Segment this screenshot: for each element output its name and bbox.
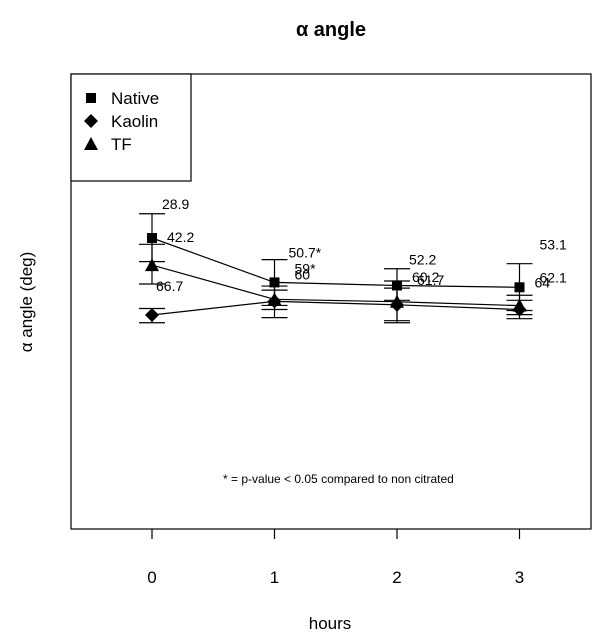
- data-label: 60.2: [412, 269, 439, 285]
- legend-item: TF: [84, 135, 132, 154]
- chart-title: α angle: [296, 19, 366, 41]
- legend-marker: [84, 114, 98, 128]
- series-layer: 28.9 50.7* 52.2 53.1 66.7 60 61.7 64 42.2 59* 60.2…: [139, 196, 567, 324]
- x-tick-label: 0: [147, 568, 156, 587]
- data-label: 52.2: [409, 251, 436, 267]
- legend: Native Kaolin TF: [70, 73, 192, 182]
- data-point: [145, 308, 159, 322]
- legend-marker: [84, 137, 98, 150]
- data-label: 28.9: [162, 196, 189, 212]
- series-line: [151, 264, 520, 307]
- x-tick-label: 2: [392, 568, 401, 587]
- data-label: 60: [295, 266, 311, 282]
- data-point: [145, 258, 159, 272]
- series-line: [151, 300, 520, 316]
- data-label: 53.1: [540, 236, 567, 252]
- data-label: 42.2: [167, 229, 194, 245]
- data-point: [514, 282, 525, 293]
- legend-label: Kaolin: [111, 112, 158, 131]
- legend-label: Native: [111, 89, 159, 108]
- data-point: [269, 277, 280, 288]
- series-line: [151, 237, 520, 288]
- legend-marker: [86, 93, 96, 103]
- data-label: 66.7: [156, 278, 183, 294]
- x-tick-label: 3: [515, 568, 524, 587]
- x-axis-label: hours: [309, 614, 352, 633]
- series-tf: 42.2 59* 60.2 62.1: [139, 229, 567, 322]
- significance-note: * = p-value < 0.05 compared to non citra…: [223, 472, 454, 486]
- data-point: [147, 233, 157, 243]
- series-kaolin: 66.7 60 61.7 64: [139, 266, 551, 324]
- series-native: 28.9 50.7* 52.2 53.1: [139, 196, 567, 312]
- data-label: 62.1: [540, 270, 567, 286]
- data-point: [390, 294, 404, 308]
- legend-item: Native: [86, 89, 159, 108]
- y-axis-label: α angle (deg): [17, 252, 36, 353]
- x-axis: 0 1 2 3: [147, 529, 524, 587]
- legend-item: Kaolin: [84, 112, 158, 131]
- data-point: [267, 292, 282, 306]
- data-label: 61.7: [417, 272, 444, 288]
- plot-frame: [70, 73, 592, 530]
- data-point: [512, 298, 527, 312]
- legend-label: TF: [111, 135, 132, 154]
- data-label: 59*: [295, 260, 317, 276]
- data-label: 50.7*: [289, 244, 322, 260]
- x-tick-label: 1: [270, 568, 279, 587]
- data-label: 64: [535, 275, 551, 291]
